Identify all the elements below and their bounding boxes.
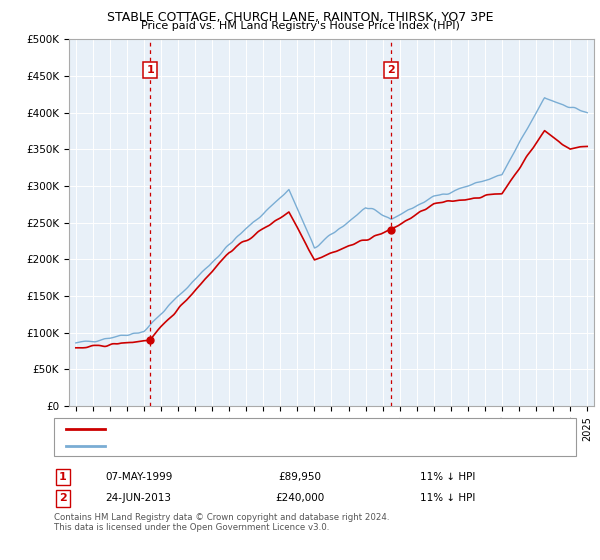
Text: £89,950: £89,950	[278, 472, 322, 482]
Text: Price paid vs. HM Land Registry's House Price Index (HPI): Price paid vs. HM Land Registry's House …	[140, 21, 460, 31]
Text: 11% ↓ HPI: 11% ↓ HPI	[420, 472, 475, 482]
Text: 1: 1	[146, 65, 154, 75]
Text: 2: 2	[387, 65, 395, 75]
Text: 07-MAY-1999: 07-MAY-1999	[105, 472, 172, 482]
Text: Contains HM Land Registry data © Crown copyright and database right 2024.: Contains HM Land Registry data © Crown c…	[54, 513, 389, 522]
Text: 2: 2	[59, 493, 67, 503]
Text: 11% ↓ HPI: 11% ↓ HPI	[420, 493, 475, 503]
Text: STABLE COTTAGE, CHURCH LANE, RAINTON, THIRSK, YO7 3PE (detached house): STABLE COTTAGE, CHURCH LANE, RAINTON, TH…	[111, 424, 501, 434]
Text: HPI: Average price, detached house, North Yorkshire: HPI: Average price, detached house, Nort…	[111, 441, 367, 451]
Text: STABLE COTTAGE, CHURCH LANE, RAINTON, THIRSK, YO7 3PE: STABLE COTTAGE, CHURCH LANE, RAINTON, TH…	[107, 11, 493, 24]
Text: 1: 1	[59, 472, 67, 482]
Text: This data is licensed under the Open Government Licence v3.0.: This data is licensed under the Open Gov…	[54, 523, 329, 532]
Text: £240,000: £240,000	[275, 493, 325, 503]
Text: 24-JUN-2013: 24-JUN-2013	[105, 493, 171, 503]
